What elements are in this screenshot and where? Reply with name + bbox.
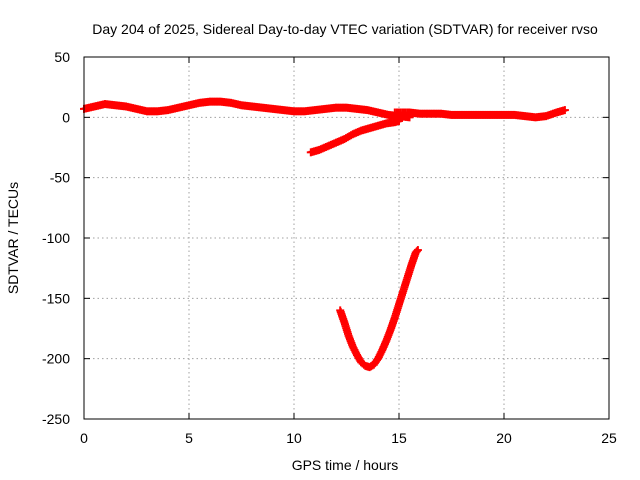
y-axis-label: SDTVAR / TECUs — [5, 182, 21, 294]
y-tick-label: -250 — [42, 411, 70, 427]
x-tick-label: 25 — [601, 430, 617, 446]
data-point — [395, 116, 403, 125]
y-tick-label: -50 — [50, 170, 70, 186]
x-tick-label: 0 — [80, 430, 88, 446]
x-tick-labels: 0 5 10 15 20 25 — [80, 430, 617, 446]
grid-lines — [84, 57, 609, 419]
data-point — [413, 246, 422, 255]
y-tick-label: -150 — [42, 290, 70, 306]
axis-ticks — [83, 56, 610, 420]
y-tick-label: 50 — [54, 49, 70, 65]
x-tick-label: 20 — [496, 430, 512, 446]
y-tick-label: -100 — [42, 230, 70, 246]
data-point — [412, 247, 421, 256]
chart-title: Day 204 of 2025, Sidereal Day-to-day VTE… — [92, 21, 598, 37]
y-tick-label: -200 — [42, 351, 70, 367]
x-tick-label: 5 — [185, 430, 193, 446]
x-tick-label: 10 — [286, 430, 302, 446]
y-tick-labels: -250 -200 -150 -100 -50 0 50 — [42, 49, 70, 427]
y-tick-label: 0 — [62, 109, 70, 125]
plot-points — [80, 97, 569, 372]
x-tick-label: 15 — [391, 430, 407, 446]
data-point — [560, 106, 569, 115]
x-axis-label: GPS time / hours — [292, 457, 399, 473]
